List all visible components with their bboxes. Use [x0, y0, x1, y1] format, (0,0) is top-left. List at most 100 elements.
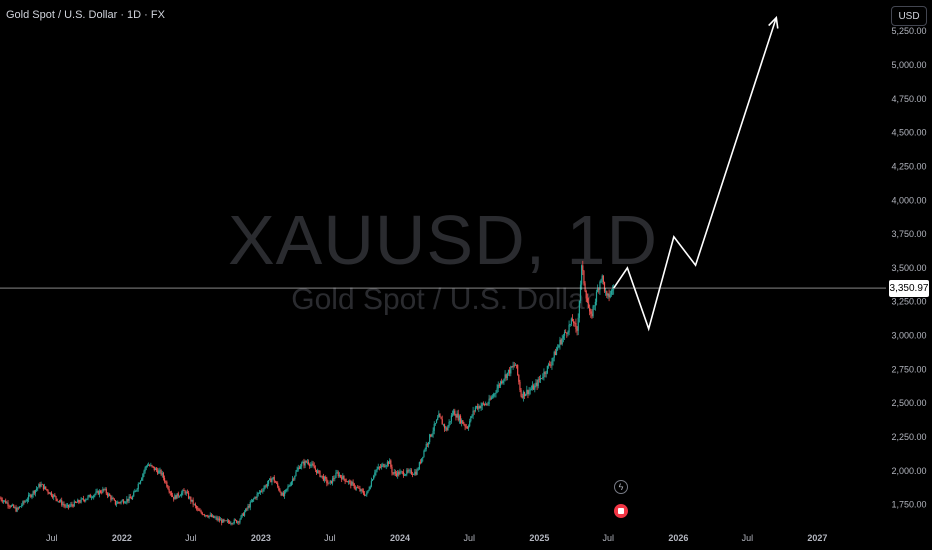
candle	[473, 410, 475, 415]
candle-body	[366, 492, 368, 495]
candle	[336, 469, 338, 474]
candle-body	[491, 396, 494, 398]
candle-body	[511, 366, 513, 368]
candle-body	[80, 498, 82, 503]
flash-icon[interactable]: ϟ	[614, 480, 628, 494]
candle-body	[174, 495, 176, 500]
candle-body	[465, 426, 467, 428]
x-axis-ticks: Jul 2022 Jul 2023 Jul 2024 Jul 2025 Jul 2026 Jul 20…	[46, 533, 827, 543]
candle	[53, 493, 55, 501]
candle-body	[409, 470, 411, 471]
candle	[401, 470, 403, 475]
candle	[541, 378, 543, 379]
candle-body	[19, 506, 22, 507]
candle-body	[471, 415, 473, 417]
candle	[585, 289, 587, 302]
candle-body	[506, 372, 508, 378]
candle-body	[103, 488, 105, 490]
candle	[560, 338, 562, 345]
candle	[408, 468, 410, 474]
candle-body	[496, 388, 498, 393]
candle-body	[422, 456, 424, 459]
candle	[498, 383, 500, 388]
candle-body	[24, 501, 26, 503]
candle	[432, 427, 434, 438]
candle	[592, 304, 594, 319]
candle	[583, 270, 585, 286]
candle	[174, 493, 176, 500]
candle	[591, 309, 593, 319]
candle	[281, 491, 283, 496]
candle	[21, 503, 23, 509]
candle-body	[407, 470, 409, 472]
candle	[573, 318, 575, 327]
candle	[97, 490, 99, 495]
candle	[163, 475, 166, 484]
candle	[167, 485, 169, 490]
chart-area[interactable]: XAUUSD, 1D Gold Spot / U.S. Dollar Jul 20…	[0, 0, 886, 550]
candle-body	[47, 490, 49, 493]
candle-body	[594, 301, 596, 306]
candle-body	[74, 501, 77, 503]
candle	[179, 494, 182, 497]
candle	[229, 520, 231, 524]
currency-button[interactable]: USD	[891, 6, 927, 26]
price-axis[interactable]: 1,750.00 2,000.00 2,250.00 2,500.00 2,750.00…	[886, 0, 932, 550]
candle-body	[503, 379, 505, 381]
candle-body	[459, 415, 462, 423]
y-tick-label: 2,250.00	[891, 432, 926, 442]
candle-body	[401, 471, 403, 473]
candle-body	[554, 351, 556, 356]
candle	[423, 449, 425, 458]
candle	[506, 372, 508, 381]
candle	[445, 426, 447, 432]
candle	[62, 501, 64, 507]
candle	[77, 498, 79, 503]
y-tick-label: 5,250.00	[891, 26, 926, 36]
candle-body	[486, 403, 488, 405]
candle	[256, 491, 258, 501]
candle-body	[261, 490, 263, 492]
candle-body	[299, 466, 302, 469]
candle-body	[525, 394, 527, 396]
candle-body	[127, 498, 129, 501]
candle-body	[120, 501, 122, 503]
candle	[38, 483, 40, 488]
candle	[318, 469, 320, 474]
candle-body	[307, 461, 310, 465]
candle	[448, 419, 450, 428]
candle-body	[35, 488, 38, 491]
candle	[520, 387, 522, 398]
candle	[549, 360, 551, 367]
candle	[590, 308, 592, 318]
candle-body	[379, 467, 382, 468]
candle-body	[367, 490, 369, 493]
candle-body	[32, 491, 34, 495]
candle	[421, 458, 423, 464]
candle	[553, 350, 555, 362]
candle-body	[207, 516, 209, 518]
candle	[16, 506, 18, 513]
candle-body	[231, 523, 233, 524]
candle-body	[0, 497, 1, 499]
candle-body	[601, 275, 603, 280]
candle	[46, 488, 48, 492]
candle-body	[397, 471, 399, 476]
candle	[215, 515, 217, 520]
candle	[586, 293, 588, 303]
candle	[145, 465, 147, 471]
candle	[288, 484, 290, 488]
candle	[126, 496, 128, 505]
candle	[578, 300, 580, 323]
candle-body	[294, 475, 296, 480]
candle-body	[163, 477, 166, 482]
earnings-icon[interactable]	[614, 504, 628, 518]
candle-body	[542, 377, 544, 379]
candle-body	[39, 484, 41, 487]
candle-body	[185, 492, 187, 494]
candle-body	[83, 499, 86, 501]
candle-body	[574, 322, 576, 324]
candle-body	[342, 475, 344, 480]
candle-body	[250, 501, 253, 503]
